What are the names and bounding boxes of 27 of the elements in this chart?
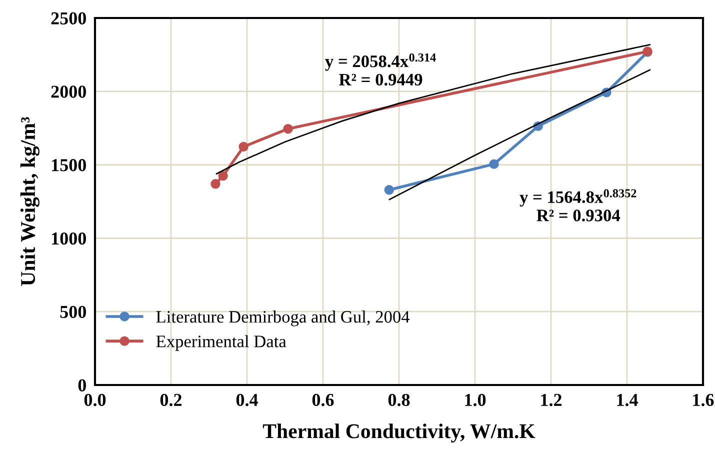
x-tick-label: 0.8: [388, 394, 410, 406]
y-axis-title: Unit Weight, kg/m³: [20, 117, 40, 286]
point: [238, 142, 248, 152]
annotation: y = 1564.8x$^{0.8352}$ R² = 0.9304: [520, 189, 636, 222]
x-tick-label: 1.2: [541, 394, 562, 406]
y-tick-label: 2500: [51, 12, 86, 24]
point: [384, 185, 394, 195]
point: [210, 179, 220, 189]
y-tick-label: 1000: [52, 232, 86, 245]
point: [218, 170, 228, 181]
y-tick-label: 0: [78, 379, 86, 392]
x-tick-label: 0.4: [236, 394, 258, 406]
y-tick-label: 1500: [52, 159, 86, 172]
x-tick-label: 0.0: [84, 394, 106, 406]
x-tick-label: 1.6: [693, 394, 714, 406]
x-tick-label: 0.6: [312, 394, 334, 406]
annotation: y = 2058.4x$^{0.314}$ R² = 0.9449: [325, 53, 436, 86]
x-tick-label: 1.0: [465, 394, 486, 406]
point: [283, 124, 293, 134]
x-axis-title: Thermal Conductivity, W/m.K: [262, 424, 536, 443]
point: [489, 159, 499, 169]
legend-label: Experimental Data: [156, 335, 286, 351]
legend-label: Literature Demirboga and Gul, 2004: [156, 310, 410, 326]
y-tick-label: 2000: [51, 86, 86, 98]
x-tick-label: 0.2: [160, 394, 182, 406]
x-tick-label: 1.4: [617, 394, 638, 406]
y-tick-label: 500: [60, 306, 86, 318]
